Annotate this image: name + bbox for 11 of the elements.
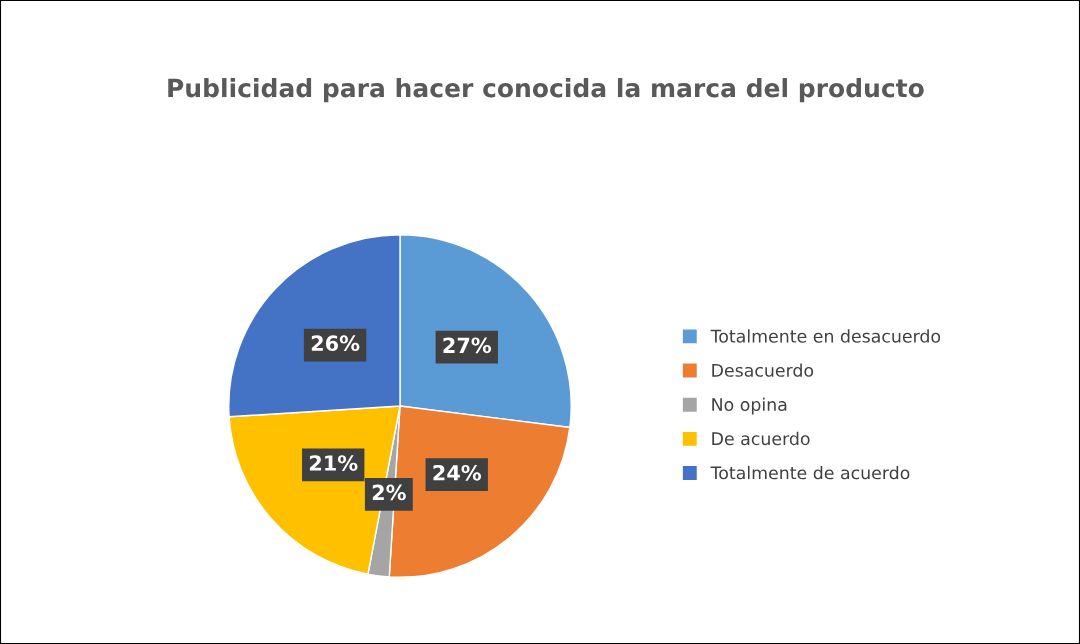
data-label: 26% <box>311 335 360 352</box>
data-label: 24% <box>433 464 482 481</box>
legend-label: Totalmente de acuerdo <box>710 465 910 480</box>
legend-label: No opina <box>712 397 787 415</box>
legend-label: De acuerdo <box>712 431 810 446</box>
data-label: 27% <box>443 337 492 354</box>
chart-title: Publicidad para hacer conocida la marca del producto <box>168 78 924 103</box>
legend-label: Totalmente en desacuerdo <box>710 329 941 343</box>
data-label: 21% <box>309 455 358 471</box>
legend-label: Desacuerdo <box>712 363 814 377</box>
data-label: 2% <box>372 484 406 501</box>
